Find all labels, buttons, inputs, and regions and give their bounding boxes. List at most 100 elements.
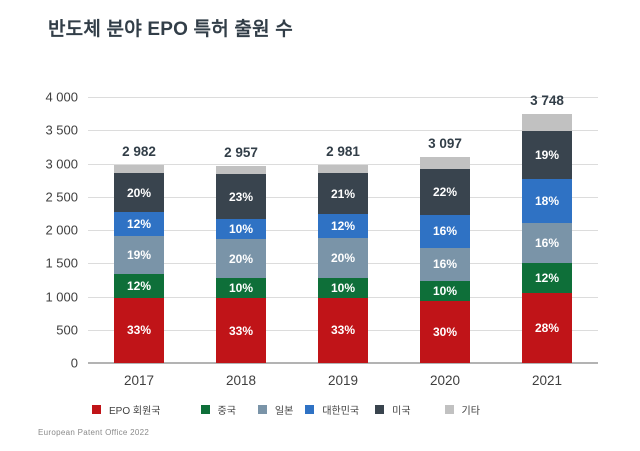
y-axis-label: 3 500 <box>45 122 78 138</box>
bar-percent-label: 10% <box>330 280 356 295</box>
bar-segment: 30% <box>420 301 470 363</box>
gridline <box>88 362 598 364</box>
legend: EPO 회원국 중국 일본 대한민국 미국 기타 <box>92 402 480 417</box>
x-axis-label: 2021 <box>531 373 563 388</box>
bar-segment <box>318 164 368 173</box>
bar-segment: 22% <box>420 169 470 215</box>
plot-area: 0 500 1 000 1 500 2 000 2 500 3 000 3 500 4 000 3… <box>45 90 598 388</box>
bar-percent-label: 10% <box>228 222 254 237</box>
legend-swatch-icon <box>375 405 385 414</box>
bar-segment <box>522 113 572 132</box>
y-axis-label: 3 000 <box>45 156 78 171</box>
legend-swatch-icon <box>257 405 267 414</box>
bar-segment: 10% <box>216 219 266 240</box>
stacked-bar-2020: 30% 10% 16% 16% 22% <box>420 157 470 363</box>
y-axis-label: 2 500 <box>45 189 78 205</box>
stacked-bar-2021: 28% 12% 16% 18% 19% <box>522 113 572 363</box>
bar-segment: 19% <box>522 131 572 179</box>
bar-percent-label: 10% <box>432 283 458 298</box>
bar-percent-label: 12% <box>534 271 560 286</box>
legend-item: 일본 <box>257 402 294 417</box>
bar-percent-label: 12% <box>330 219 356 234</box>
bar-percent-label: 20% <box>228 251 254 266</box>
bar-segment: 10% <box>420 280 470 302</box>
bar-segment: 23% <box>216 174 266 220</box>
bar-percent-label: 19% <box>126 247 152 262</box>
bar-segment: 16% <box>522 223 572 264</box>
bar-percent-label: 28% <box>534 321 560 336</box>
bar-segment: 18% <box>522 178 572 224</box>
bar-segment <box>216 166 266 175</box>
stacked-bar-2017: 33% 12% 19% 12% 20% <box>114 164 164 363</box>
legend-label: EPO 회원국 <box>109 406 161 417</box>
chart-title: 반도체 분야 EPO 특허 출원 수 <box>48 19 293 40</box>
bar-segment: 33% <box>216 298 266 363</box>
legend-label: 대한민국 <box>322 406 360 417</box>
bar-segment: 12% <box>522 263 572 294</box>
bar-segment: 33% <box>318 297 368 363</box>
x-axis-label: 2020 <box>429 373 461 388</box>
bar-percent-label: 16% <box>432 224 458 239</box>
bar-percent-label: 22% <box>432 185 458 200</box>
bar-segment: 28% <box>522 293 572 363</box>
bar-percent-label: 12% <box>126 278 152 293</box>
x-axis-label: 2017 <box>123 373 155 388</box>
bar-segment: 16% <box>420 214 470 248</box>
x-axis-label: 2019 <box>327 373 359 388</box>
bar-percent-label: 12% <box>126 217 152 232</box>
legend-label: 기타 <box>461 406 480 417</box>
bar-segment: 12% <box>318 214 368 239</box>
legend-label: 중국 <box>217 406 236 417</box>
bar-total-label: 3 097 <box>428 136 462 152</box>
gridline <box>88 130 598 132</box>
legend-item: 기타 <box>444 402 480 417</box>
bar-percent-label: 19% <box>534 147 560 162</box>
y-axis-label: 1 000 <box>45 289 78 304</box>
y-axis-label: 2 000 <box>45 222 78 238</box>
y-axis-label: 500 <box>56 322 78 338</box>
bar-segment: 10% <box>216 278 266 299</box>
bar-percent-label: 30% <box>432 325 458 340</box>
bar-percent-label: 23% <box>228 189 254 204</box>
y-axis-label: 4 000 <box>45 89 78 105</box>
legend-swatch-icon <box>92 405 101 414</box>
y-axis-label: 0 <box>70 355 78 371</box>
bar-total-label: 2 957 <box>224 145 258 161</box>
y-axis-label: 1 500 <box>45 255 78 271</box>
bar-percent-label: 20% <box>330 250 356 265</box>
bar-total-label: 2 981 <box>326 143 360 159</box>
bar-segment: 12% <box>114 212 164 237</box>
x-axis-label: 2018 <box>225 373 257 388</box>
bar-segment: 21% <box>318 172 368 215</box>
legend-label: 일본 <box>274 406 294 417</box>
legend-item: 대한민국 <box>305 402 359 417</box>
bar-percent-label: 21% <box>330 186 356 201</box>
bar-percent-label: 10% <box>228 281 254 296</box>
legend-swatch-icon <box>200 405 210 414</box>
legend-item: 미국 <box>375 402 411 417</box>
legend-item: EPO 회원국 <box>92 402 161 417</box>
bar-segment: 20% <box>216 239 266 279</box>
stacked-bar-2018: 33% 10% 20% 10% 23% <box>216 166 266 363</box>
bar-percent-label: 16% <box>432 257 458 272</box>
gridline <box>88 163 598 165</box>
bar-percent-label: 33% <box>330 323 356 338</box>
legend-swatch-icon <box>305 405 315 414</box>
bar-percent-label: 33% <box>228 323 254 338</box>
bar-total-label: 2 982 <box>122 143 156 159</box>
bar-percent-label: 18% <box>534 194 560 208</box>
legend-label: 미국 <box>392 406 411 417</box>
bar-segment: 20% <box>114 172 164 213</box>
bar-percent-label: 20% <box>126 185 152 200</box>
legend-item: 중국 <box>200 402 236 417</box>
legend-swatch-icon <box>444 405 454 414</box>
bar-segment: 10% <box>318 277 368 298</box>
stacked-bar-2019: 33% 10% 20% 12% 21% <box>318 164 368 363</box>
bar-percent-label: 33% <box>126 323 152 338</box>
bar-segment: 12% <box>114 273 164 298</box>
bar-percent-label: 16% <box>534 236 560 251</box>
bar-segment: 19% <box>114 236 164 274</box>
bar-segment <box>420 157 470 170</box>
bar-segment: 33% <box>114 297 164 363</box>
